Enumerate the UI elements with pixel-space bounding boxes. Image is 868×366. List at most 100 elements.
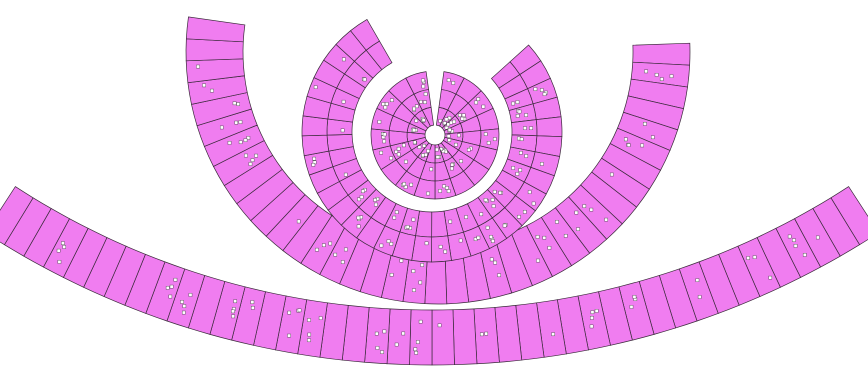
seat: [589, 324, 594, 329]
seat: [535, 235, 540, 239]
seat: [460, 116, 465, 121]
seat: [589, 207, 594, 212]
seat: [322, 243, 326, 248]
seat: [429, 167, 434, 172]
seat: [399, 258, 404, 263]
seat: [493, 260, 497, 265]
seat: [424, 241, 429, 246]
seat: [492, 137, 497, 141]
seat: [420, 263, 424, 267]
seat: [490, 239, 495, 243]
seat: [644, 69, 648, 74]
seat: [340, 128, 345, 133]
seat: [333, 252, 338, 257]
seat: [454, 142, 458, 147]
seat: [489, 257, 494, 262]
seat: [476, 97, 481, 101]
seat: [421, 118, 426, 123]
seat: [489, 235, 493, 239]
seat: [396, 152, 401, 157]
seat: [802, 253, 807, 257]
seat: [421, 78, 425, 83]
seat: [422, 143, 426, 148]
seat: [643, 122, 647, 126]
seat: [182, 310, 186, 315]
seat: [414, 118, 419, 123]
seat: [233, 299, 238, 304]
seat: [315, 247, 319, 252]
seat: [384, 102, 389, 106]
seat: [438, 244, 443, 249]
seat: [479, 212, 484, 217]
seat: [523, 126, 527, 130]
seat: [576, 227, 580, 231]
seat: [533, 87, 538, 91]
seat: [414, 351, 418, 355]
seat: [390, 98, 394, 103]
seat: [551, 332, 555, 337]
seat: [379, 243, 384, 248]
seat: [254, 153, 258, 158]
seat: [250, 306, 255, 310]
seat: [446, 134, 451, 138]
seat: [768, 275, 773, 280]
seat: [380, 350, 384, 354]
seat: [416, 340, 420, 344]
seat: [396, 146, 401, 151]
seat: [250, 158, 255, 162]
seat: [452, 119, 456, 124]
seat: [522, 210, 527, 214]
seat: [563, 234, 568, 238]
seat: [474, 100, 478, 105]
seat: [610, 172, 614, 177]
seat: [519, 137, 524, 142]
seat: [435, 155, 440, 159]
seat: [483, 198, 488, 202]
seat: [555, 220, 559, 224]
seat: [669, 74, 674, 78]
seat: [437, 323, 442, 328]
seat: [540, 162, 544, 166]
seat: [394, 149, 399, 154]
seat: [418, 280, 423, 285]
seat: [626, 143, 631, 147]
section: [405, 71, 429, 95]
seat: [173, 277, 178, 282]
section: [185, 16, 246, 43]
seat: [379, 150, 383, 155]
seat: [236, 102, 240, 106]
seat: [426, 191, 430, 196]
seat: [234, 120, 239, 125]
section: [301, 115, 329, 137]
seat: [447, 128, 452, 132]
seat: [382, 132, 387, 137]
seat: [632, 295, 637, 299]
seat: [793, 244, 798, 248]
seat: [169, 284, 174, 289]
seat: [62, 245, 67, 249]
seat: [451, 81, 456, 85]
seat: [386, 239, 391, 243]
seat: [517, 214, 521, 219]
seat: [328, 241, 333, 246]
seat: [458, 238, 463, 243]
outer-band: [0, 186, 868, 366]
seat: [373, 198, 377, 202]
seat: [356, 215, 361, 220]
seat: [243, 138, 248, 142]
seat: [445, 186, 449, 190]
seat: [695, 278, 700, 282]
seat: [382, 329, 387, 334]
seat: [527, 190, 532, 194]
seat: [464, 215, 468, 219]
seat: [374, 202, 378, 207]
center-ring: [370, 71, 500, 200]
seat: [624, 137, 628, 142]
seat: [531, 201, 536, 206]
seat: [412, 106, 416, 111]
seat: [594, 309, 599, 313]
seat: [515, 172, 520, 176]
seat: [746, 256, 750, 260]
seat: [590, 310, 595, 314]
seat: [483, 132, 488, 136]
